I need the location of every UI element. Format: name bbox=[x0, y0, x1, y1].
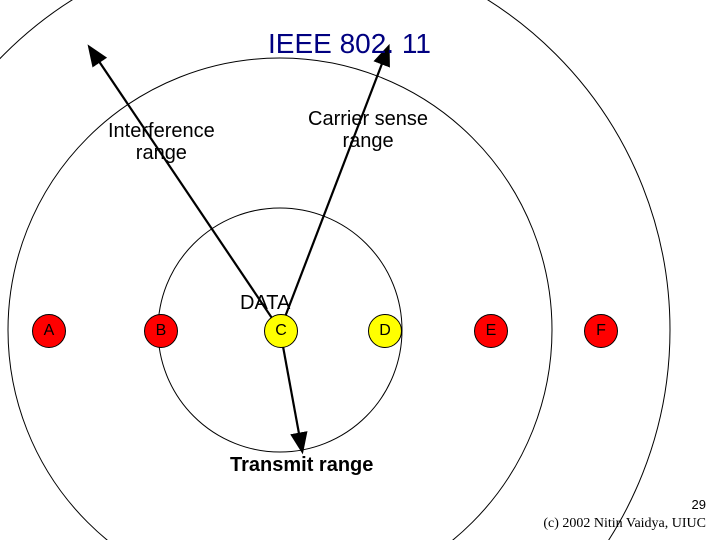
node-A: A bbox=[32, 314, 66, 348]
label-carrier-sense-range: Carrier sense range bbox=[308, 108, 428, 152]
slide-title: IEEE 802. 11 bbox=[268, 28, 431, 60]
arrow-carrier bbox=[280, 48, 388, 330]
label-transmit-range: Transmit range bbox=[230, 454, 373, 476]
label-carrier-line2: range bbox=[342, 130, 393, 152]
label-interference-range: Interference range bbox=[108, 120, 215, 164]
copyright: (c) 2002 Nitin Vaidya, UIUC bbox=[543, 516, 706, 532]
label-data: DATA bbox=[240, 292, 290, 314]
arrow-transmit bbox=[280, 330, 302, 450]
node-D: D bbox=[368, 314, 402, 348]
node-C: C bbox=[264, 314, 298, 348]
label-carrier-line1: Carrier sense bbox=[308, 108, 428, 130]
node-B: B bbox=[144, 314, 178, 348]
node-F: F bbox=[584, 314, 618, 348]
page-number: 29 bbox=[692, 497, 706, 512]
node-E: E bbox=[474, 314, 508, 348]
label-interference-line2: range bbox=[136, 142, 187, 164]
arrow-interference bbox=[90, 48, 280, 330]
label-interference-line1: Interference bbox=[108, 120, 215, 142]
